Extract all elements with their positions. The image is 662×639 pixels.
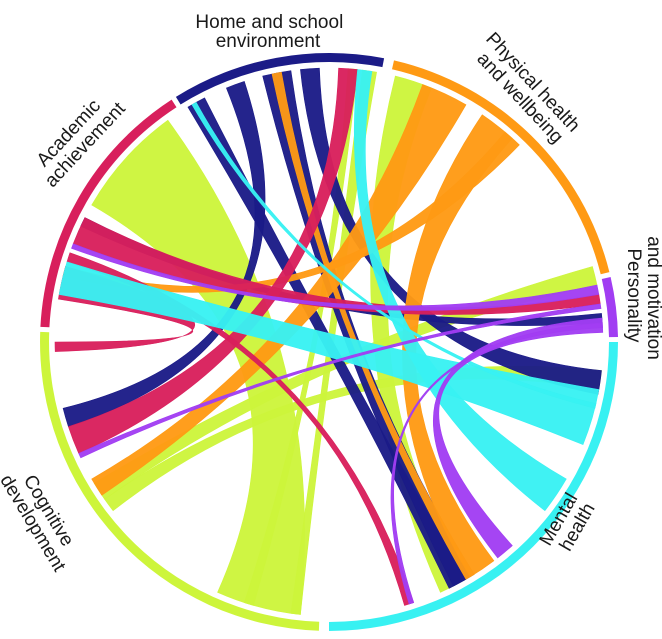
ribbon-mental-21 (191, 101, 597, 409)
ribbon-personality-25 (390, 322, 603, 605)
arc-personality (601, 277, 618, 338)
label-personality-line1: Personality (623, 248, 644, 342)
label-home-line2: environment (216, 31, 321, 52)
ribbon-mental-19 (353, 69, 567, 512)
label-home: Home and school environment (195, 12, 348, 52)
ribbon-physical-12 (91, 84, 467, 496)
ribbon-personality-22 (71, 243, 600, 311)
ribbons (54, 67, 604, 615)
ribbon-physical-13 (402, 114, 513, 578)
ribbon-mental-20 (58, 261, 600, 445)
ribbon-personality-24 (78, 303, 602, 459)
label-personality: Personality and motivation (623, 236, 662, 360)
label-personality-line2: and motivation (643, 236, 662, 360)
label-home-line1: Home and school (195, 12, 343, 33)
arc-home (175, 53, 385, 105)
outer-arcs (40, 53, 618, 631)
label-cognitive: Cognitive development (0, 461, 87, 576)
